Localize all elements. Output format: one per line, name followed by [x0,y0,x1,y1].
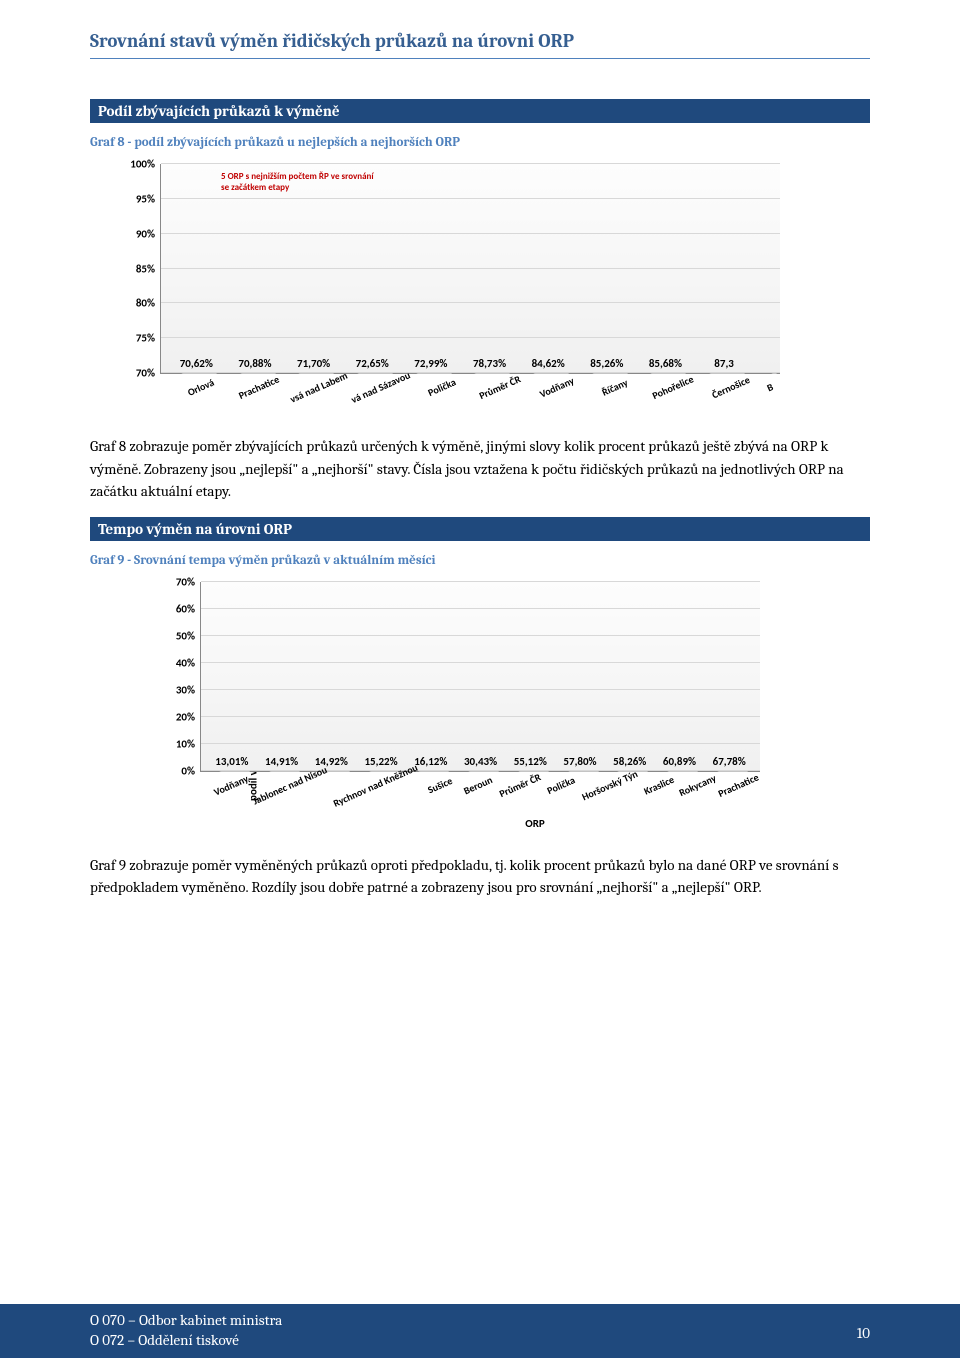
y-tick: 50% [176,629,195,642]
bar-value-label: 16,12% [414,755,447,768]
y-tick: 40% [176,656,195,669]
y-tick: 80% [136,297,155,310]
bar-value-label: 84,62% [532,357,565,370]
footer-band: O 070 – Odbor kabinet ministra O 072 – O… [0,1304,690,1358]
doc-title: Srovnání stavů výměn řidičských průkazů … [90,30,870,59]
y-tick: 10% [176,737,195,750]
chart1-plot: 5 ORP s nejnižším počtem ŘP ve srovnání … [160,164,780,374]
chart1-xticks: OrlováPrachaticevsá nad Labemvá nad Sáza… [160,374,780,395]
section-heading-2: Tempo výměn na úrovni ORP [90,517,870,541]
bar-value-label: 78,73% [473,357,506,370]
footer-line1: O 070 – Odbor kabinet ministra [90,1310,690,1330]
chart1: podíl zbývajících průkazů k výměně 5 ORP… [160,164,870,395]
y-tick: 100% [130,158,155,171]
y-tick: 90% [136,227,155,240]
bar-value-label: 85,68% [649,357,682,370]
chart2-caption: Graf 9 - Srovnání tempa výměn průkazů v … [90,553,870,568]
y-tick: 70% [136,367,155,380]
section1-body: Graf 8 zobrazuje poměr zbývajících průka… [90,435,870,503]
y-tick: 0% [181,764,195,777]
y-tick: 60% [176,602,195,615]
y-tick: 95% [136,192,155,205]
section2-body: Graf 9 zobrazuje poměr vyměněných průkaz… [90,854,870,899]
bar-value-label: 72,99% [414,357,447,370]
chart1-bars: 70,62%70,88%71,70%72,65%72,99%78,73%84,6… [161,164,780,373]
y-tick: 70% [176,575,195,588]
y-tick: 20% [176,710,195,723]
bar-value-label: 30,43% [464,755,497,768]
bar-value-label: 87,3 [714,357,734,370]
bar-value-label: 85,26% [590,357,623,370]
footer-line2: O 072 – Oddělení tiskové [90,1330,690,1350]
page-number: 10 [857,1324,870,1342]
chart1-caption: Graf 8 - podíl zbývajících průkazů u nej… [90,135,870,150]
bar-value-label: 67,78% [713,755,746,768]
bar-value-label: 72,65% [356,357,389,370]
chart2-plot: 13,01%14,91%14,92%15,22%16,12%30,43%55,1… [200,582,760,772]
y-tick: 75% [136,332,155,345]
y-tick: 30% [176,683,195,696]
chart2-x-axis-label: ORP [200,817,870,830]
y-tick: 85% [136,262,155,275]
footer-band-right [690,1304,960,1358]
bar-value-label: 14,91% [265,755,298,768]
section-heading-1: Podíl zbývajících průkazů k výměně [90,99,870,123]
chart2: podíl vyměněných průkazů z předpokladu 1… [200,582,870,830]
page: Srovnání stavů výměn řidičských průkazů … [0,0,960,1358]
